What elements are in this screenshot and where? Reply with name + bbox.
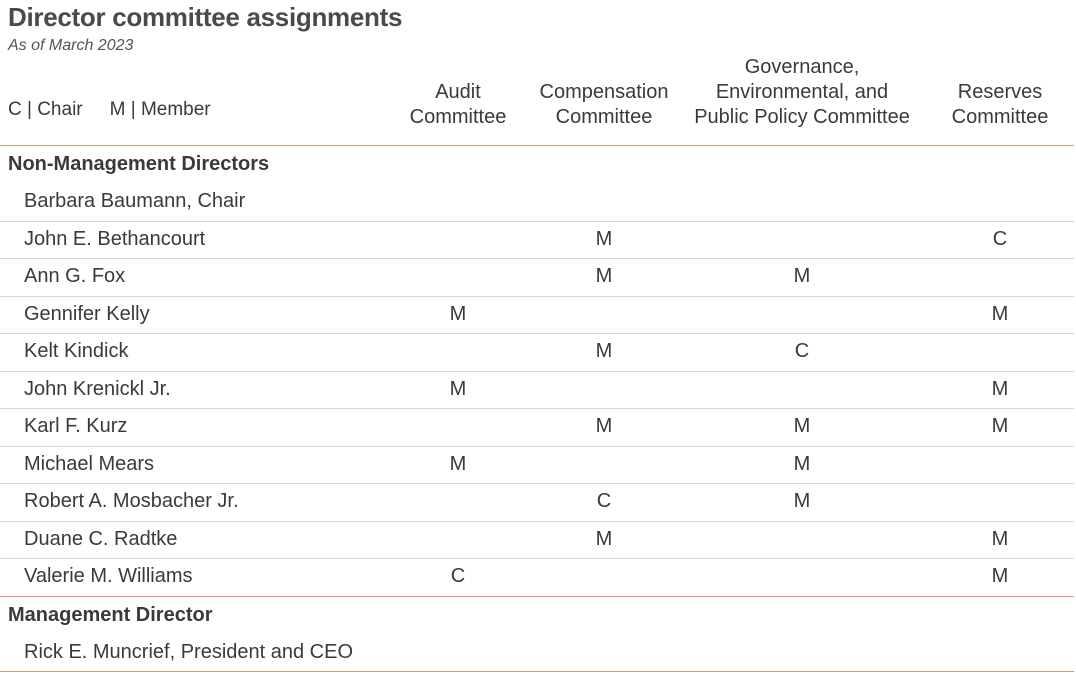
assignment-compensation: M xyxy=(595,227,613,250)
row-divider xyxy=(0,295,1074,297)
column-header-line: Reserves xyxy=(957,81,1043,103)
assignment-compensation: C xyxy=(596,490,612,512)
assignment-audit: M xyxy=(449,452,467,475)
assignment-reserves: M xyxy=(991,527,1009,550)
assignment-audit: M xyxy=(449,377,467,400)
row-divider xyxy=(0,483,1074,484)
row-divider xyxy=(0,558,1074,559)
director-name: Valerie M. Williams xyxy=(24,565,193,587)
assignment-compensation: M xyxy=(595,415,613,437)
table-row: John Krenickl Jr. M M xyxy=(0,371,1074,408)
table-row: Gennifer Kelly M M xyxy=(0,296,1074,333)
section-divider xyxy=(0,671,1074,672)
section-heading: Management Director xyxy=(8,603,213,626)
table-row: Kelt Kindick M C xyxy=(0,333,1074,370)
column-header-audit: Audit Committee xyxy=(328,80,588,130)
assignment-governance: M xyxy=(793,490,811,512)
page-title: Director committee assignments xyxy=(8,2,403,32)
assignment-governance: M xyxy=(793,415,811,437)
assignment-reserves: C xyxy=(992,227,1008,250)
director-name: Ann G. Fox xyxy=(24,265,126,287)
column-header-line: Committee xyxy=(555,106,653,128)
legend-member: M | Member xyxy=(109,99,211,120)
table-row: Valerie M. Williams C M xyxy=(0,558,1074,595)
director-name: Duane C. Radtke xyxy=(24,527,178,550)
column-header-line: Environmental, and xyxy=(715,81,889,103)
assignment-reserves: M xyxy=(991,302,1009,325)
assignment-audit: M xyxy=(449,302,467,325)
row-divider xyxy=(0,408,1074,409)
director-name: John E. Bethancourt xyxy=(24,227,206,250)
assignment-governance: C xyxy=(794,340,810,362)
legend: C | Chair M | Member xyxy=(8,99,211,121)
row-divider xyxy=(0,370,1074,372)
section-heading: Non-Management Directors xyxy=(8,153,270,175)
row-divider xyxy=(0,445,1074,447)
director-name: Barbara Baumann, Chair xyxy=(24,190,246,212)
assignment-reserves: M xyxy=(991,565,1009,587)
column-header-reserves: Reserves Committee xyxy=(870,80,1076,130)
column-header-governance: Governance, Environmental, and Public Poli… xyxy=(672,55,932,130)
assignment-reserves: M xyxy=(991,377,1009,400)
director-name: Rick E. Muncrief, President and CEO xyxy=(24,640,354,663)
header-divider xyxy=(0,145,1074,146)
column-header-line: Audit xyxy=(435,81,481,103)
column-header-line: Committee xyxy=(951,106,1049,128)
page-subtitle: As of March 2023 xyxy=(8,37,134,54)
assignment-governance: M xyxy=(793,265,811,287)
table-row: Duane C. Radtke M M xyxy=(0,521,1074,558)
table-row: Karl F. Kurz M M M xyxy=(0,408,1074,445)
table-row: Michael Mears M M xyxy=(0,446,1074,483)
director-name: Robert A. Mosbacher Jr. xyxy=(24,490,239,512)
assignment-compensation: M xyxy=(595,265,613,287)
director-name: Karl F. Kurz xyxy=(24,415,128,437)
row-divider xyxy=(0,520,1074,522)
director-name: John Krenickl Jr. xyxy=(24,377,171,400)
director-name: Michael Mears xyxy=(24,452,155,475)
row-divider xyxy=(0,220,1074,222)
assignment-compensation: M xyxy=(595,527,613,550)
row-divider xyxy=(0,333,1074,334)
director-name: Gennifer Kelly xyxy=(24,302,150,325)
assignment-governance: M xyxy=(793,452,811,475)
column-header-line: Committee xyxy=(409,106,507,128)
table-row: Robert A. Mosbacher Jr. C M xyxy=(0,483,1074,520)
column-header-line: Governance, xyxy=(744,56,860,78)
section-divider xyxy=(0,596,1074,597)
table-row: Rick E. Muncrief, President and CEO xyxy=(0,634,1074,671)
assignment-compensation: M xyxy=(595,340,613,362)
table-row: John E. Bethancourt M C xyxy=(0,221,1074,258)
column-header-line: Compensation xyxy=(539,81,669,103)
table-row: Ann G. Fox M M xyxy=(0,258,1074,295)
column-header-line: Public Policy Committee xyxy=(694,106,910,128)
legend-chair: C | Chair xyxy=(8,99,83,120)
table-row: Barbara Baumann, Chair xyxy=(0,183,1074,220)
assignment-audit: C xyxy=(450,565,466,587)
assignment-reserves: M xyxy=(991,415,1009,437)
column-header-compensation: Compensation Committee xyxy=(474,80,734,130)
row-divider xyxy=(0,258,1074,259)
director-name: Kelt Kindick xyxy=(24,340,129,362)
